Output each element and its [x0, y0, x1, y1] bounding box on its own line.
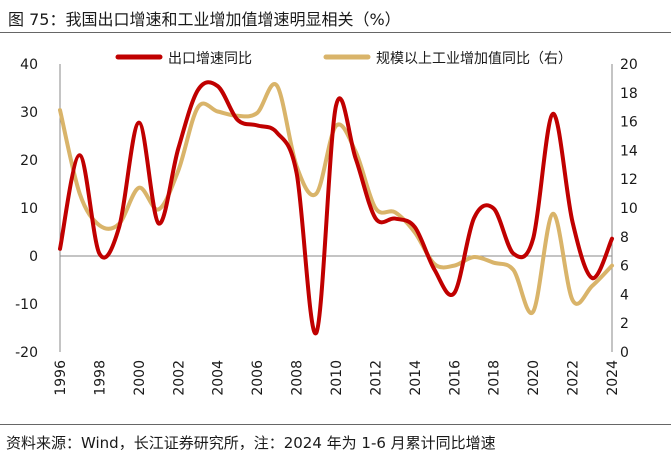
x-tick-label: 1996 — [53, 360, 69, 396]
x-tick-label: 1998 — [92, 360, 108, 396]
y-left-tick-label: 0 — [29, 249, 38, 265]
x-tick-label: 2006 — [250, 360, 266, 396]
y-right-tick-label: 2 — [620, 316, 629, 332]
source-note: 资料来源：Wind，长江证券研究所，注：2024 年为 1-6 月累计同比增速 — [6, 434, 496, 452]
series-line-exports — [58, 80, 614, 336]
chart-title: 图 75：我国出口增速和工业增加值增速明显相关（%） — [8, 10, 401, 29]
y-left-tick-label: 10 — [20, 201, 38, 217]
x-tick-label: 2008 — [290, 360, 306, 396]
y-right-tick-label: 18 — [620, 86, 638, 102]
source-divider — [0, 424, 671, 425]
y-left-tick-label: 40 — [20, 57, 38, 73]
y-right-tick-label: 0 — [620, 345, 629, 361]
title-divider — [0, 32, 671, 33]
x-tick-label: 2000 — [132, 360, 148, 396]
y-right-tick-label: 20 — [620, 57, 638, 73]
y-right-tick-label: 10 — [620, 201, 638, 217]
x-tick-label: 2004 — [211, 360, 227, 396]
x-tick-label: 2012 — [368, 360, 384, 396]
legend-exports-label: 出口增速同比 — [168, 51, 252, 67]
x-tick-label: 2010 — [329, 360, 345, 396]
x-tick-label: 2018 — [487, 360, 503, 396]
x-tick-label: 2016 — [447, 360, 463, 396]
y-right-tick-label: 12 — [620, 172, 638, 188]
y-right-tick-label: 16 — [620, 115, 638, 131]
y-right-tick-label: 4 — [620, 287, 629, 303]
y-right-tick-label: 6 — [620, 259, 629, 275]
x-tick-label: 2002 — [171, 360, 187, 396]
x-tick-label: 2024 — [605, 360, 621, 396]
x-tick-label: 2014 — [408, 360, 424, 396]
y-right-tick-label: 14 — [620, 143, 638, 159]
y-left-tick-label: 30 — [20, 105, 38, 121]
x-tick-label: 2020 — [526, 360, 542, 396]
legend-industrial-output-label: 规模以上工业增加值同比（右） — [376, 51, 572, 67]
y-left-tick-label: -10 — [15, 297, 38, 313]
x-tick-label: 2022 — [566, 360, 582, 396]
y-left-tick-label: -20 — [15, 345, 38, 361]
y-right-tick-label: 8 — [620, 230, 629, 246]
y-left-tick-label: 20 — [20, 153, 38, 169]
